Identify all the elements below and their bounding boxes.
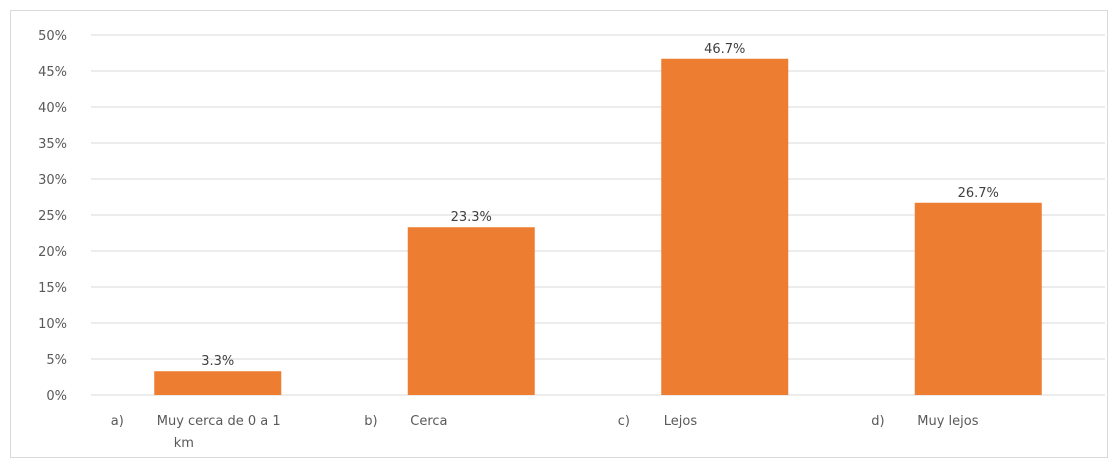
y-tick-label: 0%	[46, 389, 67, 404]
category-label: Cerca	[410, 414, 447, 429]
y-tick-label: 10%	[38, 317, 67, 332]
data-label: 3.3%	[201, 354, 234, 369]
data-label: 23.3%	[451, 210, 492, 225]
x-axis-categories: a) Muy cerca de 0 a 1 km b) Cerca c) Lejos d) Mu…	[111, 414, 979, 451]
y-tick-label: 40%	[38, 101, 67, 116]
category-label: km	[174, 436, 194, 451]
chart-frame: 0% 5% 10% 15% 20% 25% 30% 35% 40% 45% 50% 3.3% 23.3…	[10, 10, 1108, 458]
bar	[154, 371, 281, 395]
y-tick-label: 15%	[38, 281, 67, 296]
bar-chart: 0% 5% 10% 15% 20% 25% 30% 35% 40% 45% 50% 3.3% 23.3…	[11, 11, 1107, 457]
y-tick-label: 30%	[38, 173, 67, 188]
bar	[408, 227, 535, 395]
category-prefix: a)	[111, 414, 124, 429]
y-tick-label: 45%	[38, 65, 67, 80]
data-label: 26.7%	[958, 186, 999, 201]
data-labels: 3.3% 23.3% 46.7% 26.7%	[201, 42, 999, 369]
category-prefix: b)	[364, 414, 377, 429]
bar	[915, 203, 1042, 395]
category-prefix: d)	[871, 414, 884, 429]
y-tick-label: 5%	[46, 353, 67, 368]
y-tick-label: 20%	[38, 245, 67, 260]
category-label: Muy lejos	[917, 414, 978, 429]
category-prefix: c)	[618, 414, 630, 429]
bars	[154, 59, 1042, 395]
bar	[661, 59, 788, 395]
y-axis-ticks: 0% 5% 10% 15% 20% 25% 30% 35% 40% 45% 50%	[38, 29, 67, 404]
y-tick-label: 50%	[38, 29, 67, 44]
category-label: Lejos	[664, 414, 698, 429]
y-tick-label: 25%	[38, 209, 67, 224]
data-label: 46.7%	[704, 42, 745, 57]
category-label: Muy cerca de 0 a 1	[157, 414, 281, 429]
y-tick-label: 35%	[38, 137, 67, 152]
